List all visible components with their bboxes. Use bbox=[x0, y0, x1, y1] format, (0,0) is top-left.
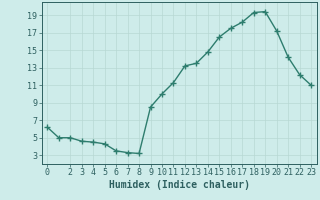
X-axis label: Humidex (Indice chaleur): Humidex (Indice chaleur) bbox=[109, 180, 250, 190]
